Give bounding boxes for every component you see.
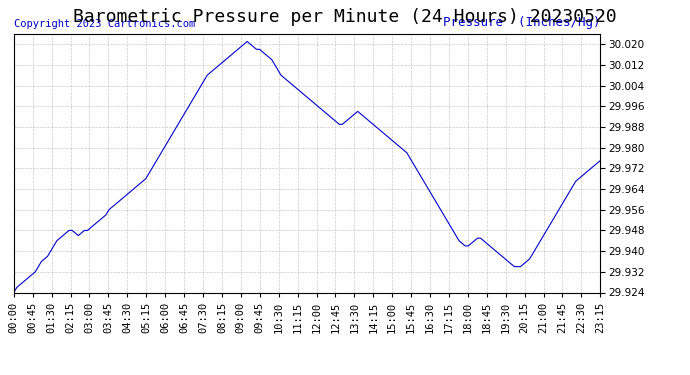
Text: Barometric Pressure per Minute (24 Hours) 20230520: Barometric Pressure per Minute (24 Hours… xyxy=(73,8,617,26)
Text: Copyright 2023 Cartronics.com: Copyright 2023 Cartronics.com xyxy=(14,19,195,28)
Text: Pressure  (Inches/Hg): Pressure (Inches/Hg) xyxy=(443,16,600,28)
